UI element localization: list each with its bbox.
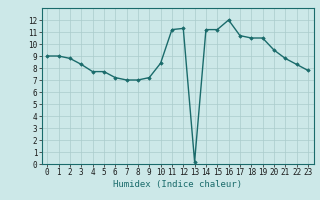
- X-axis label: Humidex (Indice chaleur): Humidex (Indice chaleur): [113, 180, 242, 189]
